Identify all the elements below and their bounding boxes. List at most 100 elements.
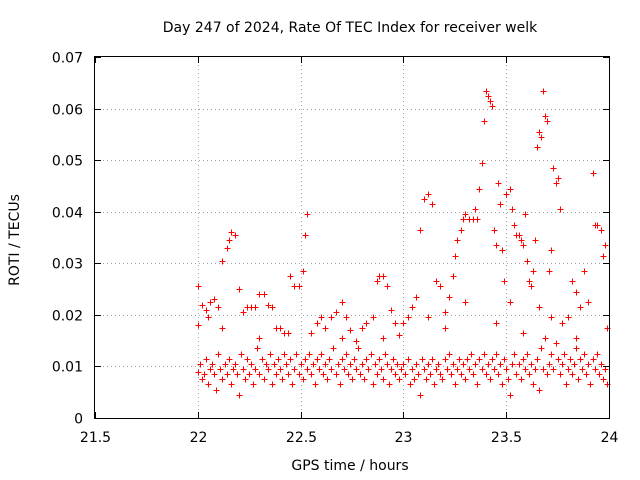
data-point-plus	[503, 366, 510, 373]
data-point-plus	[396, 332, 403, 339]
data-point-plus	[405, 314, 412, 321]
data-point-plus	[468, 351, 475, 358]
data-point-plus	[242, 376, 249, 383]
data-point-plus	[256, 371, 263, 378]
data-point-plus	[444, 366, 451, 373]
data-point-plus	[501, 278, 508, 285]
data-point-plus	[555, 356, 562, 363]
data-point-plus	[296, 283, 303, 290]
data-point-plus	[402, 371, 409, 378]
data-point-plus	[380, 273, 387, 280]
data-point-plus	[300, 268, 307, 275]
data-point-plus	[559, 361, 566, 368]
data-point-plus	[489, 356, 496, 363]
data-point-plus	[427, 371, 434, 378]
y-tick-label: 0.06	[52, 103, 83, 119]
data-point-plus	[287, 356, 294, 363]
y-tick-label: 0.04	[52, 206, 83, 222]
data-point-plus	[345, 371, 352, 378]
data-point-plus	[540, 366, 547, 373]
data-point-plus	[409, 304, 416, 311]
data-point-plus	[481, 118, 488, 125]
data-point-plus	[534, 144, 541, 151]
data-point-plus	[394, 361, 401, 368]
data-point-plus	[485, 361, 492, 368]
data-point-plus	[363, 356, 370, 363]
data-point-plus	[602, 366, 609, 373]
data-point-plus	[513, 371, 520, 378]
data-point-plus	[522, 211, 529, 218]
data-point-plus	[222, 361, 229, 368]
x-tick-label: 23.5	[491, 430, 522, 446]
data-point-plus	[493, 351, 500, 358]
data-point-plus	[518, 237, 525, 244]
data-point-plus	[542, 113, 549, 120]
data-point-plus	[306, 351, 313, 358]
data-point-plus	[557, 206, 564, 213]
data-point-plus	[203, 307, 210, 314]
data-point-plus	[384, 283, 391, 290]
data-point-plus	[520, 356, 527, 363]
x-axis-label: GPS time / hours	[291, 458, 408, 474]
data-point-plus	[590, 356, 597, 363]
data-point-plus	[269, 304, 276, 311]
y-tick-label: 0.05	[52, 154, 83, 170]
data-point-plus	[392, 371, 399, 378]
data-point-plus	[561, 351, 568, 358]
data-point-plus	[328, 366, 335, 373]
data-point-plus	[425, 361, 432, 368]
data-point-plus	[365, 366, 372, 373]
data-point-plus	[530, 381, 537, 388]
data-point-plus	[536, 387, 543, 394]
data-point-plus	[261, 291, 268, 298]
data-point-plus	[479, 366, 486, 373]
x-tick-label: 22.5	[286, 430, 317, 446]
data-point-plus	[573, 335, 580, 342]
data-point-plus	[308, 330, 315, 337]
data-point-plus	[392, 320, 399, 327]
data-point-plus	[291, 366, 298, 373]
y-tick-label: 0	[74, 412, 83, 428]
data-point-plus	[252, 304, 259, 311]
data-point-plus	[333, 309, 340, 316]
data-point-plus	[462, 376, 469, 383]
data-point-plus	[503, 191, 510, 198]
grid-lines	[95, 57, 609, 418]
data-point-plus	[491, 227, 498, 234]
data-point-plus	[555, 175, 562, 182]
data-point-plus	[507, 392, 514, 399]
data-point-plus	[435, 361, 442, 368]
data-point-plus	[252, 366, 259, 373]
data-point-plus	[228, 381, 235, 388]
data-point-plus	[335, 361, 342, 368]
data-point-plus	[466, 366, 473, 373]
data-point-plus	[265, 366, 272, 373]
data-point-plus	[474, 216, 481, 223]
data-point-plus	[289, 381, 296, 388]
data-point-plus	[487, 376, 494, 383]
data-point-plus	[458, 227, 465, 234]
data-point-plus	[524, 258, 531, 265]
data-point-plus	[559, 320, 566, 327]
data-point-plus	[409, 366, 416, 373]
data-point-plus	[548, 314, 555, 321]
data-point-plus	[316, 366, 323, 373]
data-point-plus	[425, 191, 432, 198]
data-point-plus	[583, 371, 590, 378]
data-point-plus	[281, 351, 288, 358]
data-point-plus	[224, 245, 231, 252]
data-point-plus	[596, 371, 603, 378]
data-point-plus	[483, 88, 490, 95]
data-point-plus	[544, 118, 551, 125]
data-point-plus	[405, 356, 412, 363]
data-point-plus	[487, 98, 494, 105]
data-point-plus	[353, 338, 360, 345]
data-point-plus	[343, 351, 350, 358]
data-point-plus	[390, 356, 397, 363]
data-point-plus	[600, 253, 607, 260]
data-point-plus	[425, 314, 432, 321]
data-point-plus	[528, 361, 535, 368]
data-point-plus	[460, 361, 467, 368]
data-point-plus	[285, 371, 292, 378]
